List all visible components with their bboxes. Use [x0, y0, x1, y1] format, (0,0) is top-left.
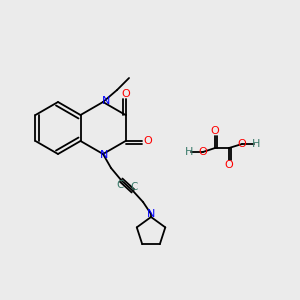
Text: H: H [252, 139, 260, 149]
Text: O: O [121, 89, 130, 99]
Text: N: N [147, 209, 155, 219]
Text: O: O [143, 136, 152, 146]
Text: O: O [211, 126, 219, 136]
Text: C: C [116, 179, 124, 190]
Text: C: C [130, 182, 138, 191]
Text: O: O [238, 139, 246, 149]
Text: O: O [199, 147, 207, 157]
Text: N: N [100, 150, 108, 160]
Text: N: N [102, 96, 110, 106]
Text: O: O [225, 160, 233, 170]
Text: H: H [185, 147, 193, 157]
